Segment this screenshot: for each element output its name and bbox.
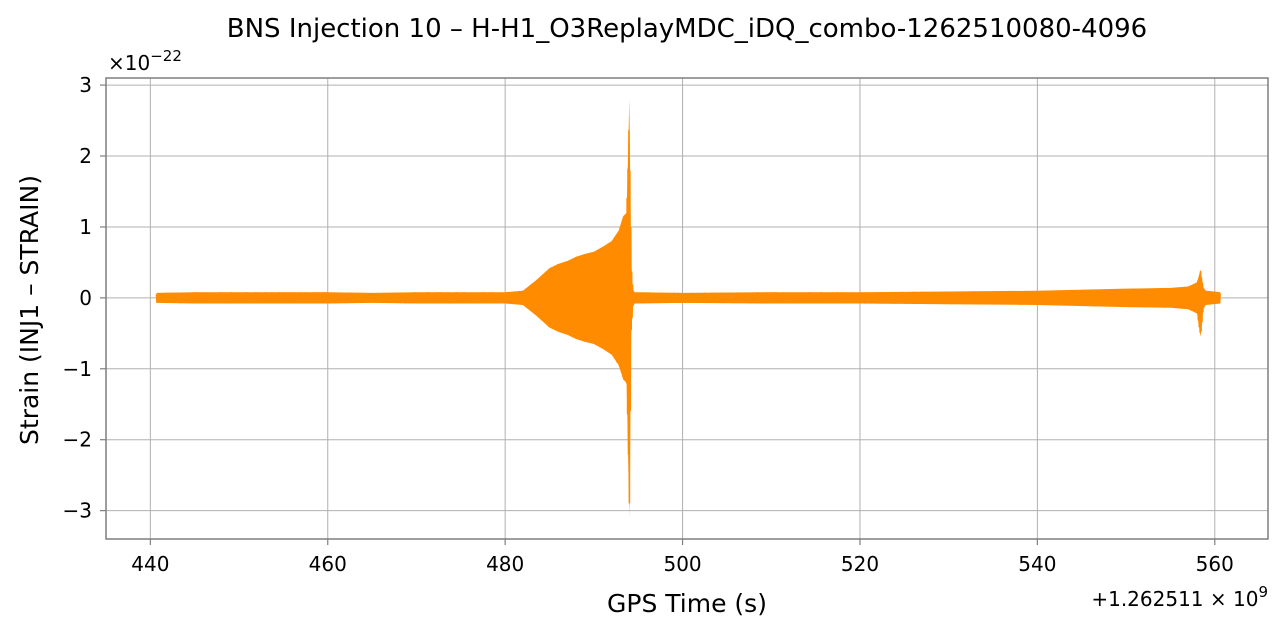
y-scale-multiplier: ×10−22 xyxy=(108,47,182,75)
x-tick-label: 500 xyxy=(663,552,701,576)
plot-area xyxy=(155,99,1221,518)
strain-series-envelope xyxy=(156,99,1221,518)
x-tick-label: 520 xyxy=(841,552,879,576)
chart-title: BNS Injection 10 – H-H1_O3ReplayMDC_iDQ_… xyxy=(227,14,1147,44)
grid-lines xyxy=(106,78,1268,539)
x-tick-label: 440 xyxy=(131,552,169,576)
x-axis-label: GPS Time (s) xyxy=(607,589,767,618)
strain-series-line xyxy=(155,130,1221,504)
x-tick-label: 540 xyxy=(1018,552,1056,576)
x-offset-label: +1.262511 × 109 xyxy=(1091,583,1268,611)
x-tick-label: 480 xyxy=(486,552,524,576)
x-tick-label: 560 xyxy=(1196,552,1234,576)
y-tick-label: 1 xyxy=(79,215,92,239)
y-tick-label: 3 xyxy=(79,73,92,97)
axis-ticks: 440 460 480 500 520 540 560 −3 −2 −1 0 1 2 3 xyxy=(63,73,1234,576)
y-tick-label: 0 xyxy=(79,286,92,310)
y-tick-label: −2 xyxy=(63,428,92,452)
y-tick-label: −1 xyxy=(63,357,92,381)
y-tick-label: −3 xyxy=(63,499,92,523)
y-axis-label: Strain (INJ1 – STRAIN) xyxy=(15,175,44,445)
x-tick-label: 460 xyxy=(309,552,347,576)
y-tick-label: 2 xyxy=(79,144,92,168)
axes-frame xyxy=(105,77,1269,540)
